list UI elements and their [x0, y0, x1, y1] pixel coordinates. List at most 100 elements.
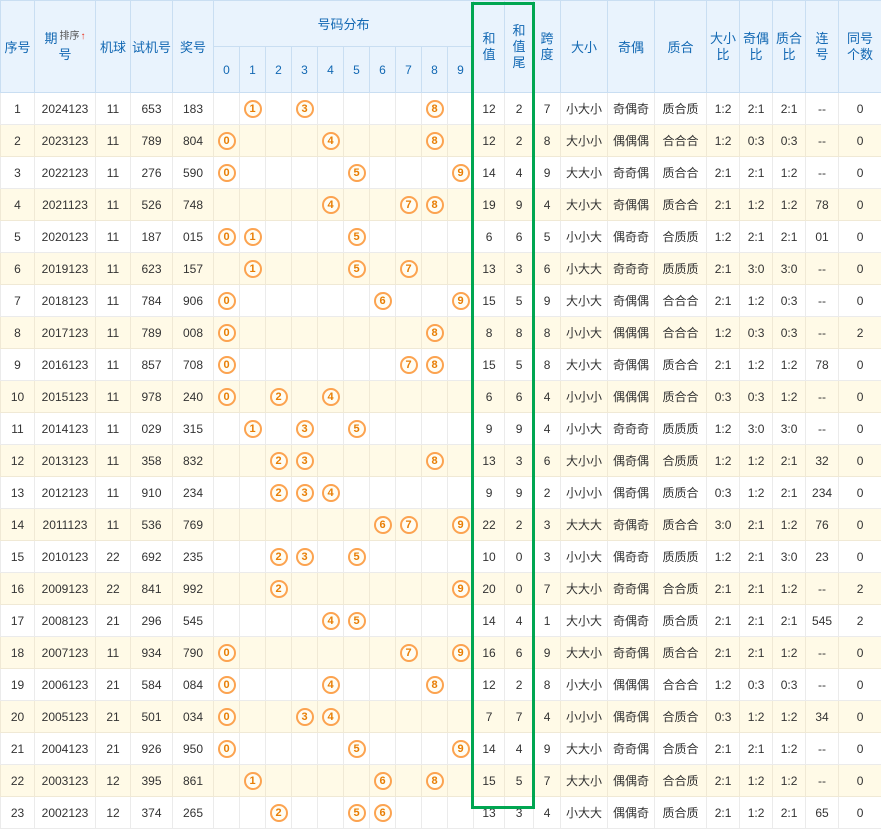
cell-consecutive: 23: [806, 541, 839, 573]
number-ball-0: 0: [218, 292, 236, 310]
cell-sum: 15: [474, 765, 505, 797]
cell-prime-ratio: 1:2: [773, 349, 806, 381]
dist-cell-1: [240, 669, 266, 701]
cell-test-number: 910: [131, 477, 173, 509]
cell-period: 2002123: [35, 797, 96, 829]
dist-cell-4: 4: [318, 605, 344, 637]
cell-seq: 1: [1, 93, 35, 125]
cell-period: 2007123: [35, 637, 96, 669]
number-ball-0: 0: [218, 324, 236, 342]
dist-cell-6: [370, 541, 396, 573]
cell-span: 8: [534, 349, 561, 381]
cell-size: 大大小: [561, 157, 608, 189]
cell-size-ratio: 1:2: [707, 541, 740, 573]
dist-cell-0: [214, 509, 240, 541]
dist-cell-5: [344, 637, 370, 669]
cell-sum: 14: [474, 733, 505, 765]
cell-prime-ratio: 2:1: [773, 797, 806, 829]
dist-cell-6: [370, 605, 396, 637]
header-prize-number: 奖号: [173, 1, 214, 93]
header-period-char2: 号: [58, 47, 71, 63]
cell-sum-tail: 2: [505, 509, 534, 541]
dist-cell-0: [214, 765, 240, 797]
dist-cell-7: [396, 413, 422, 445]
cell-size-ratio: 3:0: [707, 509, 740, 541]
number-ball-8: 8: [426, 100, 444, 118]
dist-cell-2: [266, 413, 292, 445]
cell-size-ratio: 1:2: [707, 125, 740, 157]
number-ball-0: 0: [218, 740, 236, 758]
cell-size-ratio: 0:3: [707, 381, 740, 413]
cell-consecutive: 234: [806, 477, 839, 509]
dist-cell-8: 8: [422, 669, 448, 701]
cell-test-number: 536: [131, 509, 173, 541]
dist-cell-9: [448, 317, 474, 349]
dist-cell-1: [240, 157, 266, 189]
dist-cell-5: [344, 477, 370, 509]
cell-parity-ratio: 1:2: [740, 189, 773, 221]
dist-cell-5: 5: [344, 413, 370, 445]
dist-cell-5: [344, 317, 370, 349]
cell-parity: 偶偶偶: [608, 125, 655, 157]
cell-span: 8: [534, 125, 561, 157]
cell-consecutive: --: [806, 157, 839, 189]
header-digit-1: 1: [240, 47, 266, 93]
dist-cell-6: [370, 733, 396, 765]
dist-cell-4: [318, 573, 344, 605]
cell-prime: 质合合: [655, 349, 707, 381]
dist-cell-7: [396, 797, 422, 829]
dist-cell-1: 1: [240, 93, 266, 125]
cell-test-number: 841: [131, 573, 173, 605]
cell-period: 2008123: [35, 605, 96, 637]
table-header: 序号 期 排序↑ 号 机球 试机号 奖号 号码分布 和 值: [1, 1, 881, 93]
sort-up-arrow-icon: ↑: [81, 31, 86, 42]
cell-size: 小小大: [561, 541, 608, 573]
dist-cell-1: [240, 349, 266, 381]
cell-seq: 16: [1, 573, 35, 605]
dist-cell-6: 6: [370, 765, 396, 797]
dist-cell-1: [240, 477, 266, 509]
cell-sum: 7: [474, 701, 505, 733]
number-ball-4: 4: [322, 676, 340, 694]
dist-cell-5: [344, 349, 370, 381]
cell-same-count: 0: [839, 349, 881, 381]
header-digit-7: 7: [396, 47, 422, 93]
number-ball-5: 5: [348, 228, 366, 246]
dist-cell-6: [370, 125, 396, 157]
cell-prize-number: 183: [173, 93, 214, 125]
dist-cell-2: [266, 285, 292, 317]
dist-cell-3: [292, 637, 318, 669]
dist-cell-2: [266, 605, 292, 637]
cell-sum-tail: 6: [505, 637, 534, 669]
dist-cell-9: [448, 797, 474, 829]
cell-span: 9: [534, 637, 561, 669]
cell-consecutive: 34: [806, 701, 839, 733]
cell-size: 小大大: [561, 797, 608, 829]
cell-prize-number: 861: [173, 765, 214, 797]
number-ball-4: 4: [322, 612, 340, 630]
cell-prime: 合合合: [655, 669, 707, 701]
sort-control[interactable]: 排序↑: [60, 31, 86, 43]
dist-cell-0: 0: [214, 669, 240, 701]
dist-cell-5: [344, 701, 370, 733]
cell-prize-number: 084: [173, 669, 214, 701]
cell-size: 大小大: [561, 285, 608, 317]
cell-machine: 21: [96, 701, 131, 733]
dist-cell-7: [396, 285, 422, 317]
cell-same-count: 0: [839, 285, 881, 317]
dist-cell-8: 8: [422, 317, 448, 349]
dist-cell-4: [318, 317, 344, 349]
dist-cell-9: [448, 221, 474, 253]
cell-size-ratio: 2:1: [707, 797, 740, 829]
dist-cell-6: [370, 189, 396, 221]
header-digit-3: 3: [292, 47, 318, 93]
cell-size-ratio: 2:1: [707, 189, 740, 221]
number-ball-2: 2: [270, 548, 288, 566]
cell-prime: 质合合: [655, 509, 707, 541]
cell-same-count: 0: [839, 157, 881, 189]
dist-cell-8: 8: [422, 349, 448, 381]
cell-consecutive: --: [806, 285, 839, 317]
dist-cell-6: 6: [370, 797, 396, 829]
